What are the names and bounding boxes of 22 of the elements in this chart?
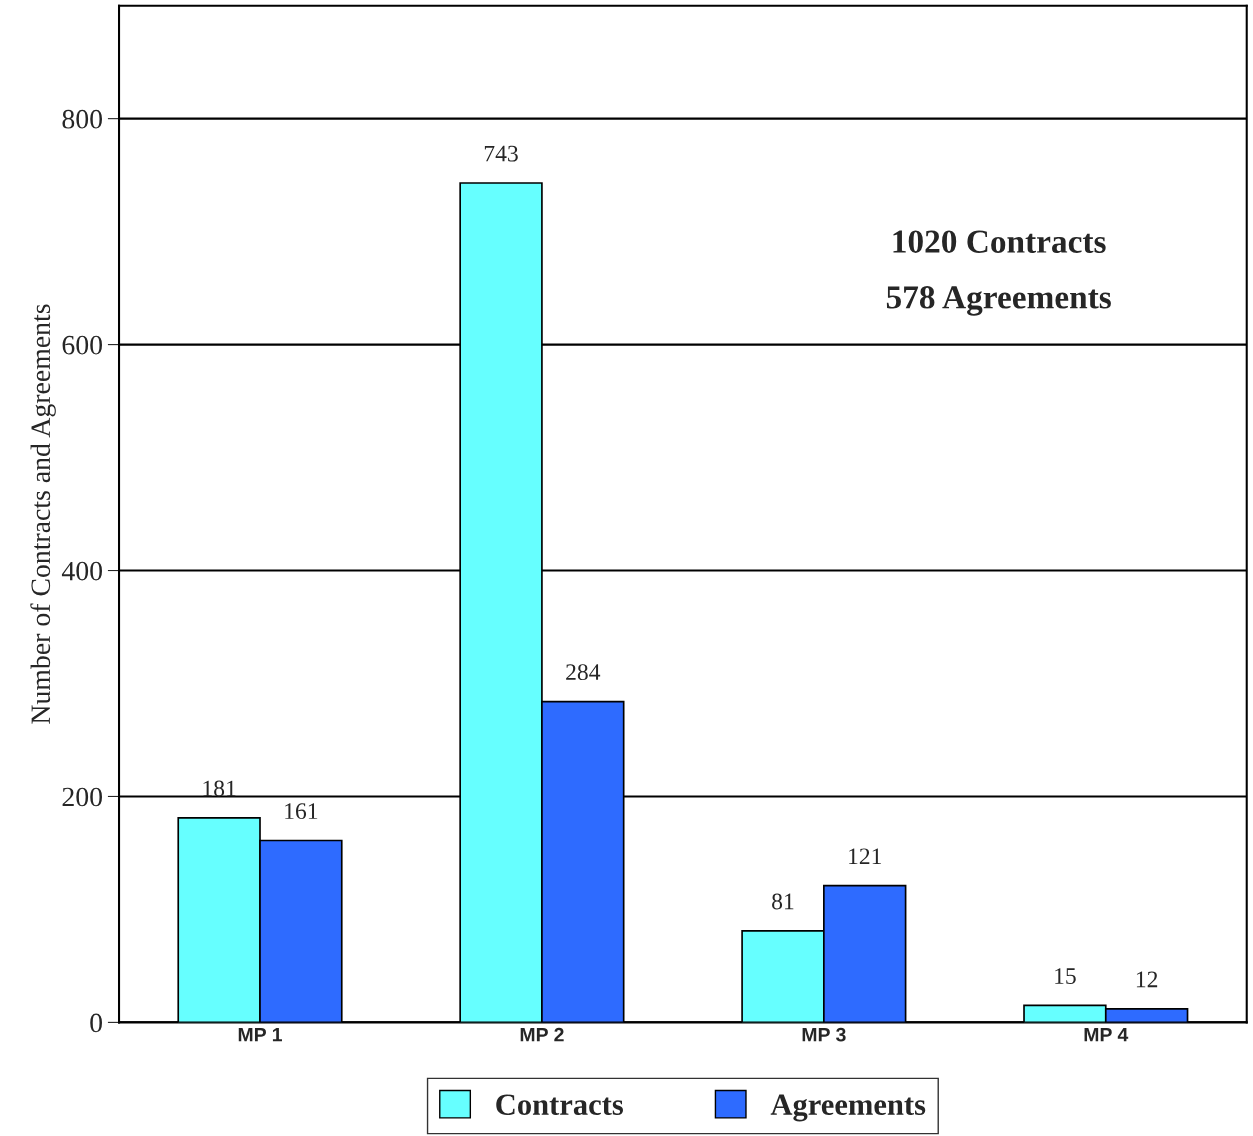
y-tick-label: 0 (90, 1013, 102, 1033)
data-label: 284 (566, 664, 601, 681)
annotation: 1020 Contracts (893, 230, 1106, 253)
data-label: 743 (484, 145, 518, 162)
x-tick-label: MP 1 (238, 1027, 282, 1042)
data-label: 161 (285, 803, 318, 820)
legend-label: Contracts (496, 1094, 624, 1116)
data-label: 121 (849, 848, 882, 865)
y-tick-label: 400 (61, 561, 102, 581)
annotation: 578 Agreements (886, 286, 1111, 316)
data-label: 181 (203, 780, 236, 797)
y-axis-title: Number of Contracts and Agreements (30, 304, 56, 724)
legend-label: Agreements (770, 1094, 926, 1122)
y-tick-label: 800 (62, 109, 102, 129)
x-tick-label: MP 2 (520, 1027, 564, 1042)
data-label: 12 (1136, 971, 1158, 988)
x-tick-label: MP 4 (1084, 1027, 1129, 1042)
y-tick-label: 600 (62, 335, 102, 355)
data-label: 81 (772, 893, 794, 910)
x-tick-label: MP 3 (802, 1027, 846, 1042)
y-tick-label: 200 (62, 787, 102, 807)
data-label: 15 (1055, 968, 1076, 984)
